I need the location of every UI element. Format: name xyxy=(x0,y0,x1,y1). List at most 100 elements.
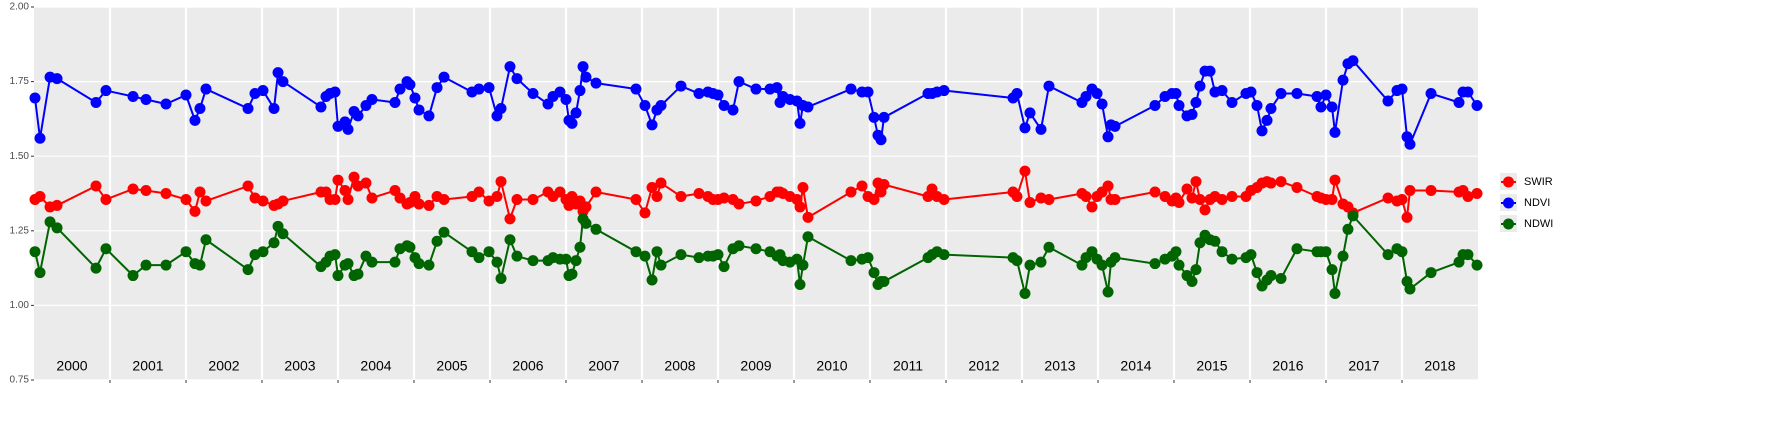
data-point xyxy=(180,89,192,101)
data-point xyxy=(693,188,705,199)
data-point xyxy=(580,201,592,213)
data-point xyxy=(1102,286,1114,298)
data-point xyxy=(491,256,503,268)
data-point xyxy=(1462,190,1474,202)
data-point xyxy=(180,246,192,258)
data-point xyxy=(409,92,421,104)
data-point xyxy=(1091,88,1103,100)
data-point xyxy=(1035,123,1047,135)
data-point xyxy=(1291,243,1303,255)
data-point xyxy=(1035,256,1047,268)
data-point xyxy=(1404,283,1416,295)
data-point xyxy=(1170,88,1182,100)
data-point xyxy=(438,226,450,238)
data-point xyxy=(180,193,192,205)
data-point xyxy=(127,183,139,195)
data-point xyxy=(127,91,139,103)
data-point xyxy=(639,99,651,111)
data-point xyxy=(590,77,602,89)
data-point xyxy=(878,276,890,288)
data-point xyxy=(1256,125,1268,137)
data-point xyxy=(577,61,589,73)
data-point xyxy=(1024,196,1036,208)
year-label: 2015 xyxy=(1196,358,1227,374)
data-point xyxy=(718,192,730,204)
data-point xyxy=(1216,246,1228,258)
data-point xyxy=(413,104,425,116)
year-label: 2000 xyxy=(56,358,87,374)
year-label: 2018 xyxy=(1424,358,1455,374)
year-label: 2006 xyxy=(512,358,543,374)
data-point xyxy=(438,193,450,205)
data-point xyxy=(200,83,212,95)
data-point xyxy=(332,270,344,282)
data-point xyxy=(1251,99,1263,111)
data-point xyxy=(127,270,139,282)
data-point xyxy=(1471,99,1483,111)
data-point xyxy=(750,83,762,95)
data-point xyxy=(511,73,523,85)
data-point xyxy=(794,201,806,213)
year-label: 2012 xyxy=(968,358,999,374)
data-point xyxy=(1109,252,1121,264)
data-point xyxy=(100,193,112,205)
data-point xyxy=(554,86,566,98)
data-point xyxy=(1320,246,1332,258)
data-point xyxy=(504,234,516,246)
data-point xyxy=(938,193,950,205)
data-point xyxy=(712,89,724,101)
data-point xyxy=(1265,102,1277,114)
data-point xyxy=(938,249,950,261)
data-point xyxy=(348,171,360,183)
data-point xyxy=(394,83,406,95)
data-point xyxy=(693,88,705,100)
data-point xyxy=(1471,259,1483,271)
data-point xyxy=(360,177,372,189)
data-point xyxy=(1011,255,1023,267)
y-tick-label: 1.75 xyxy=(10,76,30,87)
data-point xyxy=(491,190,503,202)
data-point xyxy=(473,83,485,95)
data-point xyxy=(856,180,868,192)
data-point xyxy=(511,193,523,205)
data-point xyxy=(1275,176,1287,188)
data-point xyxy=(560,94,572,106)
data-point xyxy=(1181,183,1193,195)
series xyxy=(29,165,1483,225)
data-point xyxy=(389,256,401,268)
data-point xyxy=(655,259,667,271)
data-point xyxy=(1291,182,1303,194)
data-point xyxy=(1024,107,1036,119)
year-label: 2010 xyxy=(816,358,847,374)
data-point xyxy=(1311,91,1323,103)
data-point xyxy=(1342,223,1354,235)
data-point xyxy=(1226,96,1238,108)
legend-marker xyxy=(1503,218,1514,230)
data-point xyxy=(431,82,443,94)
data-point xyxy=(504,61,516,73)
data-point xyxy=(1462,86,1474,98)
data-point xyxy=(423,259,435,271)
data-point xyxy=(29,246,41,258)
year-label: 2004 xyxy=(360,358,391,374)
y-tick-label: 1.25 xyxy=(10,225,30,236)
data-point xyxy=(483,195,495,207)
data-point xyxy=(140,259,152,271)
y-tick-label: 1.00 xyxy=(10,300,30,311)
data-point xyxy=(389,96,401,108)
data-point xyxy=(1194,80,1206,92)
data-point xyxy=(718,99,730,111)
data-point xyxy=(1347,55,1359,67)
year-label: 2013 xyxy=(1044,358,1075,374)
data-point xyxy=(1170,246,1182,258)
data-point xyxy=(1102,131,1114,143)
data-point xyxy=(366,256,378,268)
data-point xyxy=(1425,267,1437,279)
data-point xyxy=(802,231,814,243)
year-label: 2005 xyxy=(436,358,467,374)
data-point xyxy=(140,185,152,197)
data-point xyxy=(29,92,41,104)
data-point xyxy=(1382,95,1394,107)
